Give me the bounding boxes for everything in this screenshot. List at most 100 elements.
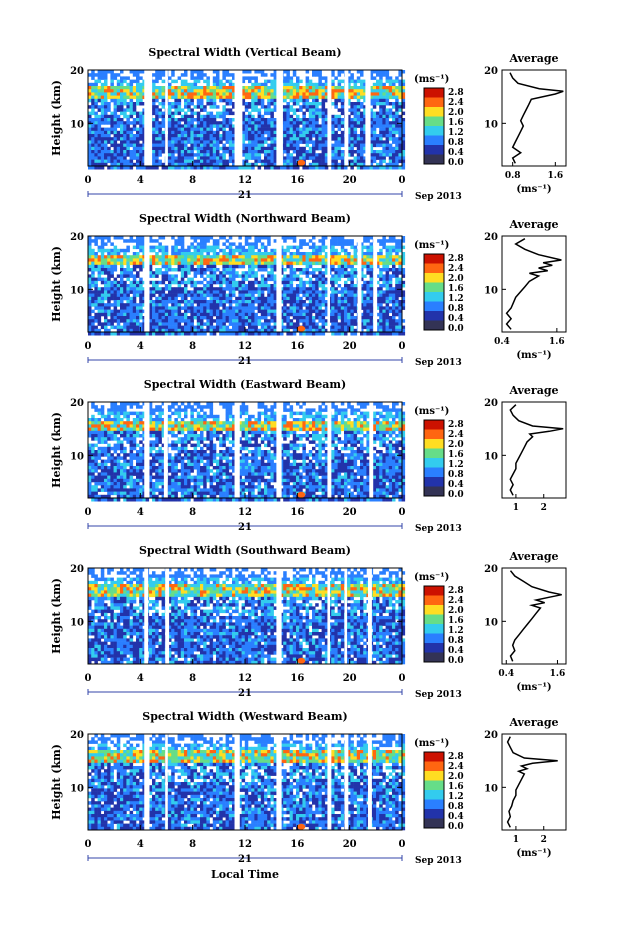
heatmap-cell (331, 325, 335, 330)
heatmap-cell (203, 114, 207, 119)
heatmap-cell (196, 86, 201, 90)
heatmap-cell (296, 127, 300, 132)
heatmap-cell (116, 252, 121, 256)
heatmap-cell (155, 296, 159, 301)
heatmap-cell (337, 73, 342, 77)
heatmap-cell (308, 130, 313, 135)
heatmap-cell (331, 332, 335, 336)
heatmap-cell (126, 312, 130, 317)
heatmap-cell (225, 124, 230, 128)
heatmap-cell (273, 328, 278, 333)
heatmap-cell (142, 121, 146, 125)
heatmap-cell (212, 264, 217, 269)
heatmap-cell (228, 284, 233, 288)
heatmap-cell (257, 70, 262, 74)
heatmap-cell (187, 300, 191, 304)
heatmap-cell (248, 306, 252, 310)
heatmap-cell (305, 143, 310, 148)
heatmap-cell (228, 150, 233, 154)
heatmap-cell (395, 114, 399, 119)
heatmap-cell (347, 102, 351, 106)
heatmap-cell (209, 130, 214, 135)
heatmap-cell (113, 280, 118, 285)
heatmap-cell (184, 166, 188, 170)
heatmap-cell (161, 325, 166, 330)
heatmap-cell (113, 268, 118, 272)
heatmap-cell (260, 102, 265, 106)
heatmap-cell (216, 319, 220, 323)
heatmap-cell (222, 287, 226, 291)
heatmap-cell (267, 271, 271, 275)
heatmap-cell (244, 162, 249, 167)
heatmap-cell (129, 82, 134, 87)
heatmap-cell (347, 290, 351, 294)
heatmap-cell (155, 121, 159, 125)
heatmap-cell (324, 143, 329, 148)
heatmap-cell (155, 316, 159, 320)
heatmap-cell (216, 121, 220, 125)
heatmap-cell (88, 166, 92, 170)
heatmap-cell (248, 252, 252, 256)
heatmap-cell (155, 306, 159, 310)
heatmap-cell (187, 130, 191, 135)
heatmap-cell (276, 332, 281, 336)
heatmap-cell (321, 312, 326, 317)
heatmap-cell (161, 274, 166, 278)
heatmap-cell (187, 248, 191, 253)
heatmap-cell (155, 328, 159, 333)
heatmap-cell (286, 137, 290, 141)
heatmap-cell (302, 319, 306, 323)
heatmap-cell (308, 108, 313, 112)
heatmap-cell (212, 332, 217, 336)
heatmap-cell (312, 153, 316, 157)
heatmap-cell (100, 277, 105, 282)
heatmap-cell (331, 284, 335, 288)
heatmap-cell (267, 137, 271, 141)
heatmap-cell (200, 328, 204, 333)
heatmap-cell (206, 166, 210, 170)
heatmap-cell (193, 245, 198, 250)
heatmap-cell (200, 73, 204, 77)
heatmap-cell (100, 255, 105, 259)
heatmap-cell (308, 319, 313, 323)
heatmap-cell (244, 236, 249, 240)
heatmap-cell (94, 296, 98, 301)
heatmap-cell (321, 118, 326, 122)
heatmap-cell (206, 239, 210, 243)
heatmap-cell (398, 146, 402, 151)
heatmap-cell (244, 156, 249, 160)
heatmap-cell (219, 325, 223, 330)
heatmap-cell (366, 332, 370, 336)
heatmap-cell (94, 146, 98, 151)
heatmap-cell (241, 284, 246, 288)
heatmap-cell (168, 111, 172, 116)
heatmap-cell (209, 134, 214, 138)
heatmap-cell (248, 332, 252, 336)
heatmap-cell (177, 258, 182, 262)
heatmap-cell (331, 102, 335, 106)
heatmap-cell (129, 95, 134, 100)
heatmap-cell (113, 137, 118, 141)
heatmap-cell (200, 264, 204, 269)
heatmap-cell (161, 328, 166, 333)
heatmap-cell (286, 82, 290, 87)
heatmap-cell (369, 92, 374, 96)
heatmap-cell (113, 284, 118, 288)
heatmap-cell (292, 306, 297, 310)
heatmap-cell (312, 255, 316, 259)
heatmap-cell (334, 303, 338, 307)
heatmap-cell (123, 127, 127, 132)
heatmap-cell (286, 306, 290, 310)
heatmap-cell (235, 309, 239, 314)
heatmap-cell (280, 287, 284, 291)
heatmap-cell (171, 261, 175, 266)
heatmap-cell (363, 95, 367, 100)
heatmap-cell (331, 242, 335, 246)
heatmap-cell (126, 146, 130, 151)
heatmap-cell (353, 328, 358, 333)
heatmap-cell (200, 322, 204, 326)
heatmap-cell (184, 287, 188, 291)
heatmap-cell (94, 280, 98, 285)
heatmap-cell (260, 322, 265, 326)
heatmap-cell (267, 322, 271, 326)
